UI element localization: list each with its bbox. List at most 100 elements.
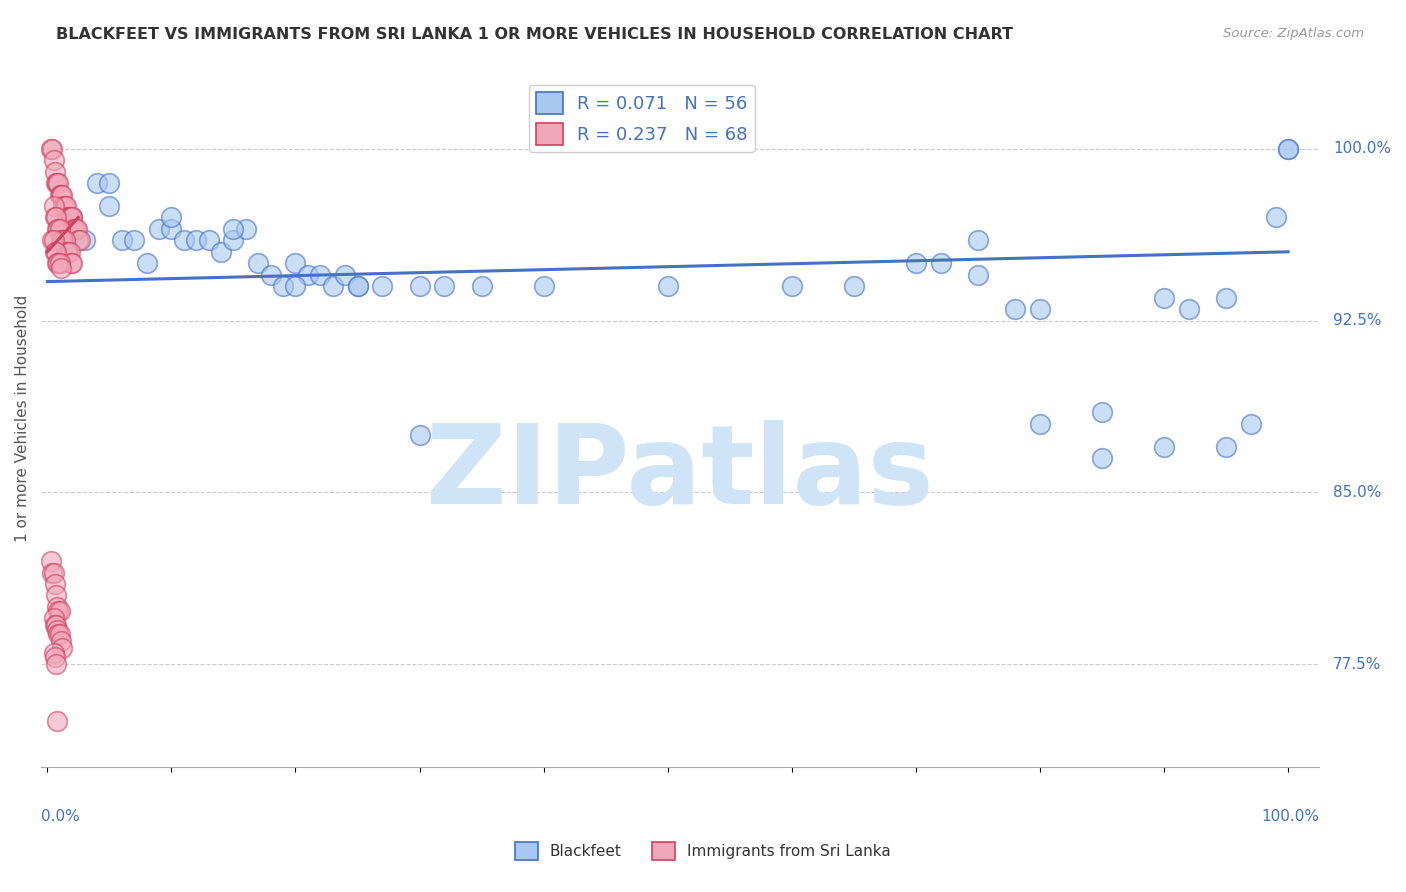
Point bbox=[408, 279, 430, 293]
Point bbox=[49, 260, 72, 275]
Point bbox=[98, 176, 121, 190]
Point bbox=[371, 279, 394, 293]
Point bbox=[41, 142, 63, 156]
Point bbox=[48, 187, 70, 202]
Point bbox=[1215, 291, 1237, 305]
Point bbox=[780, 279, 803, 293]
Point bbox=[44, 211, 66, 225]
Point bbox=[148, 222, 170, 236]
Point bbox=[1153, 440, 1175, 454]
Point bbox=[59, 211, 82, 225]
Point bbox=[60, 256, 83, 270]
Point bbox=[42, 233, 65, 247]
Text: Source: ZipAtlas.com: Source: ZipAtlas.com bbox=[1223, 27, 1364, 40]
Point bbox=[59, 244, 82, 259]
Point bbox=[1178, 301, 1201, 316]
Point bbox=[209, 244, 232, 259]
Point bbox=[967, 268, 990, 282]
Point bbox=[1277, 142, 1299, 156]
Point bbox=[48, 256, 70, 270]
Point bbox=[1240, 417, 1263, 431]
Point bbox=[322, 279, 344, 293]
Point bbox=[46, 599, 69, 614]
Point bbox=[408, 428, 430, 442]
Point bbox=[433, 279, 456, 293]
Point bbox=[284, 279, 307, 293]
Text: BLACKFEET VS IMMIGRANTS FROM SRI LANKA 1 OR MORE VEHICLES IN HOUSEHOLD CORRELATI: BLACKFEET VS IMMIGRANTS FROM SRI LANKA 1… bbox=[56, 27, 1014, 42]
Point bbox=[42, 153, 65, 168]
Legend: Blackfeet, Immigrants from Sri Lanka: Blackfeet, Immigrants from Sri Lanka bbox=[509, 836, 897, 866]
Text: 77.5%: 77.5% bbox=[1333, 657, 1381, 672]
Point bbox=[65, 222, 87, 236]
Point bbox=[135, 256, 157, 270]
Point bbox=[48, 222, 70, 236]
Point bbox=[48, 605, 70, 619]
Point bbox=[44, 650, 66, 665]
Legend: R = 0.071   N = 56, R = 0.237   N = 68: R = 0.071 N = 56, R = 0.237 N = 68 bbox=[529, 85, 755, 152]
Point bbox=[42, 566, 65, 580]
Point bbox=[44, 244, 66, 259]
Point bbox=[69, 233, 91, 247]
Point bbox=[45, 618, 67, 632]
Point bbox=[111, 233, 134, 247]
Point bbox=[48, 176, 70, 190]
Point bbox=[222, 233, 245, 247]
Text: 85.0%: 85.0% bbox=[1333, 485, 1381, 500]
Point bbox=[44, 164, 66, 178]
Point bbox=[53, 199, 76, 213]
Point bbox=[51, 233, 73, 247]
Point bbox=[56, 211, 79, 225]
Point bbox=[53, 233, 76, 247]
Point bbox=[284, 256, 307, 270]
Point bbox=[51, 187, 73, 202]
Text: ZIPatlas: ZIPatlas bbox=[426, 420, 934, 527]
Point bbox=[86, 176, 108, 190]
Point bbox=[160, 211, 183, 225]
Point bbox=[46, 256, 69, 270]
Point bbox=[42, 199, 65, 213]
Point bbox=[60, 211, 83, 225]
Point bbox=[333, 268, 356, 282]
Point bbox=[52, 233, 75, 247]
Point bbox=[73, 233, 96, 247]
Point bbox=[39, 554, 62, 568]
Point bbox=[222, 222, 245, 236]
Point bbox=[533, 279, 555, 293]
Point bbox=[44, 618, 66, 632]
Point bbox=[39, 142, 62, 156]
Point bbox=[49, 634, 72, 648]
Point bbox=[62, 222, 84, 236]
Text: 100.0%: 100.0% bbox=[1261, 809, 1319, 824]
Point bbox=[1277, 142, 1299, 156]
Point bbox=[45, 589, 67, 603]
Point bbox=[60, 211, 83, 225]
Point bbox=[842, 279, 865, 293]
Point bbox=[297, 268, 319, 282]
Point bbox=[657, 279, 679, 293]
Point bbox=[46, 176, 69, 190]
Point bbox=[59, 256, 82, 270]
Text: 92.5%: 92.5% bbox=[1333, 313, 1382, 328]
Point bbox=[48, 256, 70, 270]
Point bbox=[48, 627, 70, 641]
Point bbox=[1153, 291, 1175, 305]
Point bbox=[46, 714, 69, 729]
Y-axis label: 1 or more Vehicles in Household: 1 or more Vehicles in Household bbox=[15, 294, 30, 541]
Point bbox=[45, 176, 67, 190]
Point bbox=[1264, 211, 1286, 225]
Point bbox=[173, 233, 195, 247]
Point bbox=[41, 566, 63, 580]
Point bbox=[98, 199, 121, 213]
Point bbox=[51, 641, 73, 656]
Point bbox=[55, 199, 77, 213]
Point bbox=[45, 211, 67, 225]
Point bbox=[48, 222, 70, 236]
Point bbox=[471, 279, 494, 293]
Point bbox=[58, 244, 80, 259]
Point bbox=[52, 199, 75, 213]
Point bbox=[346, 279, 368, 293]
Point bbox=[309, 268, 332, 282]
Point bbox=[967, 233, 990, 247]
Point bbox=[235, 222, 257, 236]
Point bbox=[48, 605, 70, 619]
